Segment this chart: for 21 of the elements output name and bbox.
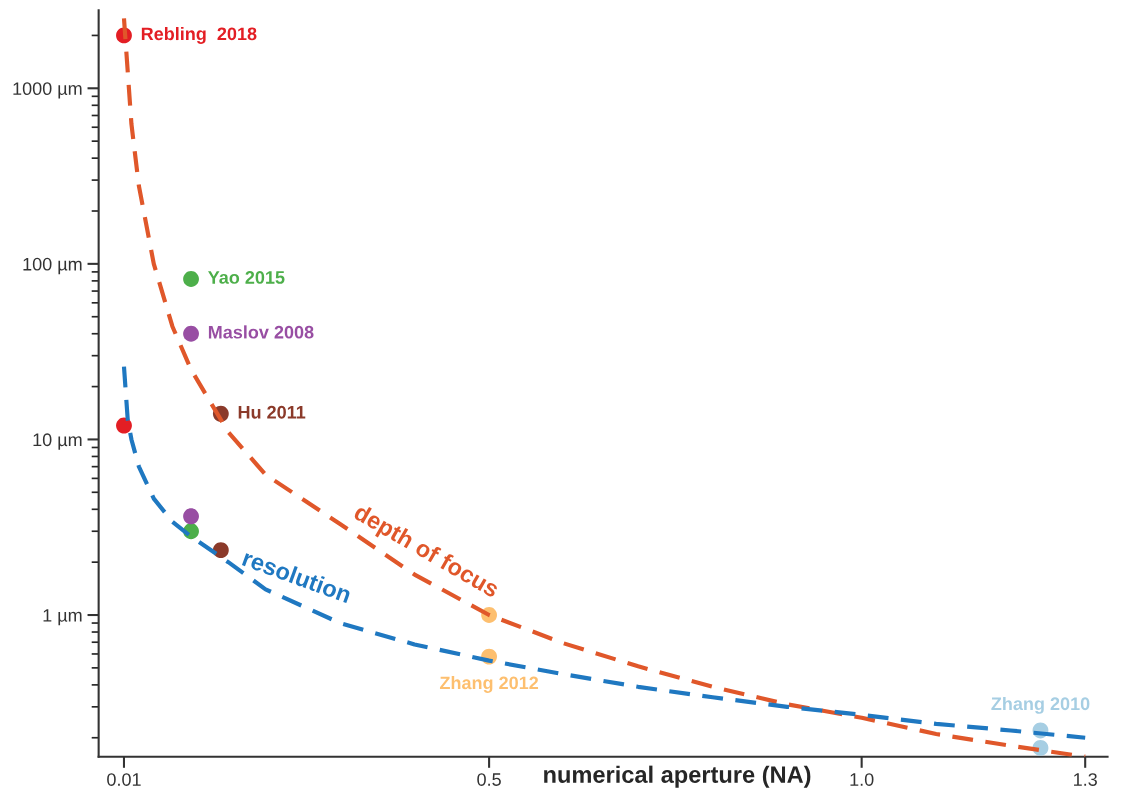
x-axis-title: numerical aperture (NA): [544, 765, 811, 788]
point: [183, 508, 199, 525]
x-tick-label: 1.3: [1074, 773, 1097, 786]
series-label: Zhang 2012: [439, 675, 539, 693]
series-label: Hu 2011: [238, 405, 306, 419]
point: [183, 325, 199, 342]
series-label: Rebling 2018: [141, 26, 257, 44]
series-label: Yao 2015: [208, 271, 285, 284]
point: [116, 417, 132, 434]
point: [183, 271, 199, 287]
x-tick-label: 0.5: [477, 773, 501, 786]
y-tick-label: 1000 µm: [13, 82, 82, 99]
y-tick-label: 100 µm: [23, 257, 82, 275]
x-tick-label: 0.01: [107, 773, 141, 786]
line-series: [121, 16, 1088, 757]
y-tick-label: 10 µm: [33, 433, 82, 450]
series-label: Maslov 2008: [208, 325, 314, 339]
point: [212, 542, 229, 559]
x-tick-label: 1.0: [850, 773, 874, 786]
y-tick-label: 1 µm: [43, 609, 82, 626]
series-label: Zhang 2010: [991, 696, 1090, 714]
